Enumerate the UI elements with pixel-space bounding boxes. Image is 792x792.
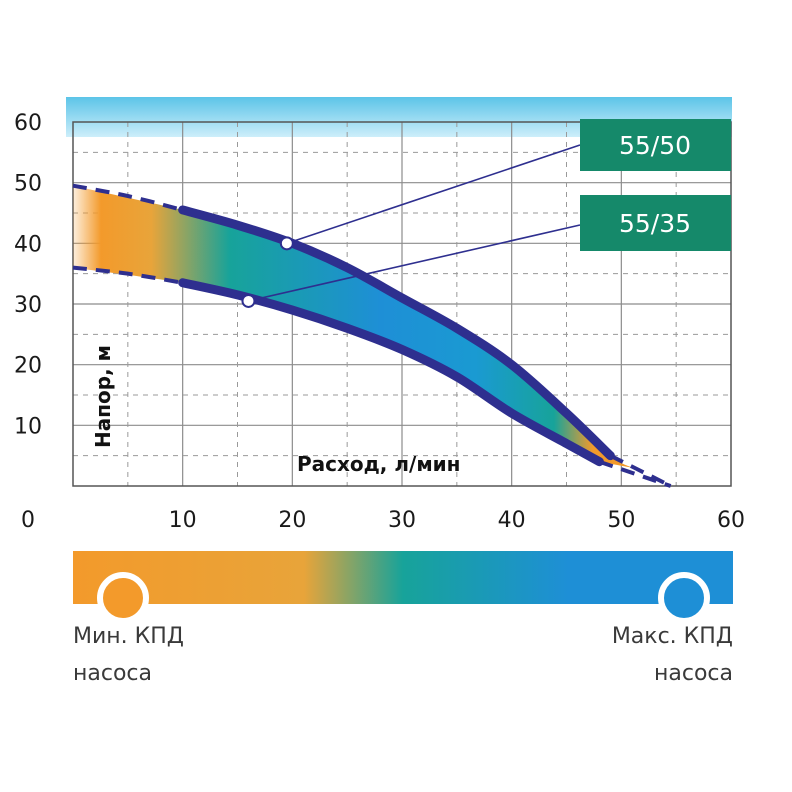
x-tick-label: 50 — [607, 508, 635, 533]
leader-line-55-35 — [248, 224, 581, 302]
point-55-35 — [241, 293, 256, 308]
x-tick-label: 40 — [498, 508, 526, 533]
y-axis-title: Напор, м — [91, 345, 115, 448]
y-tick-label: 40 — [14, 232, 42, 257]
model-label-55-35: 55/35 — [619, 209, 691, 238]
efficiency-legend-bar — [73, 551, 733, 604]
x-tick-labels: 0 10 20 30 40 50 60 — [21, 508, 745, 533]
min-efficiency-dot — [97, 572, 149, 624]
curve-55-50 — [178, 205, 615, 461]
x-tick-label: 30 — [388, 508, 416, 533]
y-tick-label: 50 — [14, 172, 42, 197]
dash-lower-start — [72, 265, 183, 285]
dash-lower-end — [598, 459, 672, 488]
max-efficiency-label: Макс. КПД — [611, 624, 733, 649]
point-55-50 — [279, 236, 294, 251]
x-tick-label: 10 — [169, 508, 197, 533]
min-efficiency-label: Мин. КПД — [73, 624, 184, 649]
max-efficiency-dot — [658, 572, 710, 624]
y-tick-label: 30 — [14, 293, 42, 318]
min-efficiency-sublabel: насоса — [73, 661, 152, 686]
plot-frame — [72, 121, 732, 487]
x-tick-label: 20 — [278, 508, 306, 533]
model-box-55-50: 55/50 — [580, 119, 731, 171]
dash-upper-start — [72, 183, 184, 212]
model-box-55-35: 55/35 — [580, 195, 731, 251]
x-axis-title: Расход, л/мин — [297, 452, 461, 476]
y-tick-labels: 10 20 30 40 50 60 — [14, 111, 42, 439]
leader-line-55-50 — [286, 144, 581, 245]
y-tick-label: 60 — [14, 111, 42, 136]
x-tick-label: 60 — [717, 508, 745, 533]
max-efficiency-sublabel: насоса — [654, 661, 733, 686]
x-tick-label: 0 — [21, 508, 35, 533]
y-tick-label: 10 — [14, 414, 42, 439]
dashed-extrapolations — [72, 183, 672, 488]
dash-upper-end — [609, 453, 672, 488]
model-label-55-50: 55/50 — [619, 131, 691, 160]
y-tick-label: 20 — [14, 354, 42, 379]
